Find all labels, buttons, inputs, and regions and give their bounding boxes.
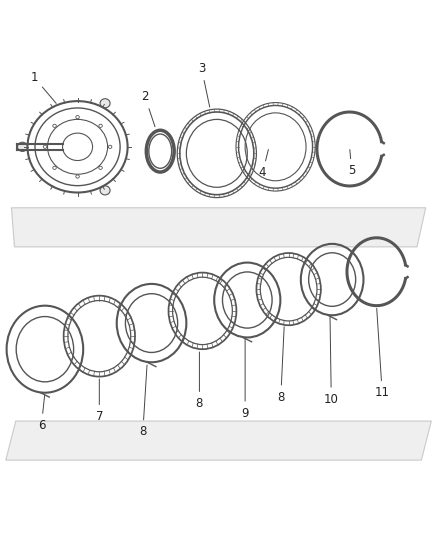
Ellipse shape [100, 99, 110, 108]
Text: 2: 2 [141, 90, 155, 127]
Text: 1: 1 [30, 71, 56, 103]
Text: 3: 3 [198, 62, 210, 107]
Text: 10: 10 [324, 317, 339, 406]
Text: 6: 6 [38, 395, 45, 432]
Ellipse shape [99, 166, 102, 169]
Text: 8: 8 [139, 365, 147, 438]
Ellipse shape [76, 175, 79, 178]
Text: 4: 4 [259, 150, 268, 180]
Ellipse shape [18, 142, 28, 151]
Polygon shape [11, 208, 426, 247]
Ellipse shape [99, 124, 102, 127]
Ellipse shape [53, 124, 57, 127]
Text: 5: 5 [348, 150, 355, 177]
Text: 9: 9 [241, 339, 249, 419]
Ellipse shape [108, 145, 112, 148]
Polygon shape [6, 421, 431, 460]
Ellipse shape [43, 145, 47, 148]
Ellipse shape [76, 116, 79, 119]
Text: 11: 11 [374, 309, 390, 399]
Text: 8: 8 [277, 327, 285, 403]
Ellipse shape [53, 166, 57, 169]
Ellipse shape [100, 186, 110, 195]
Text: 8: 8 [196, 352, 203, 410]
Text: 7: 7 [95, 379, 103, 423]
